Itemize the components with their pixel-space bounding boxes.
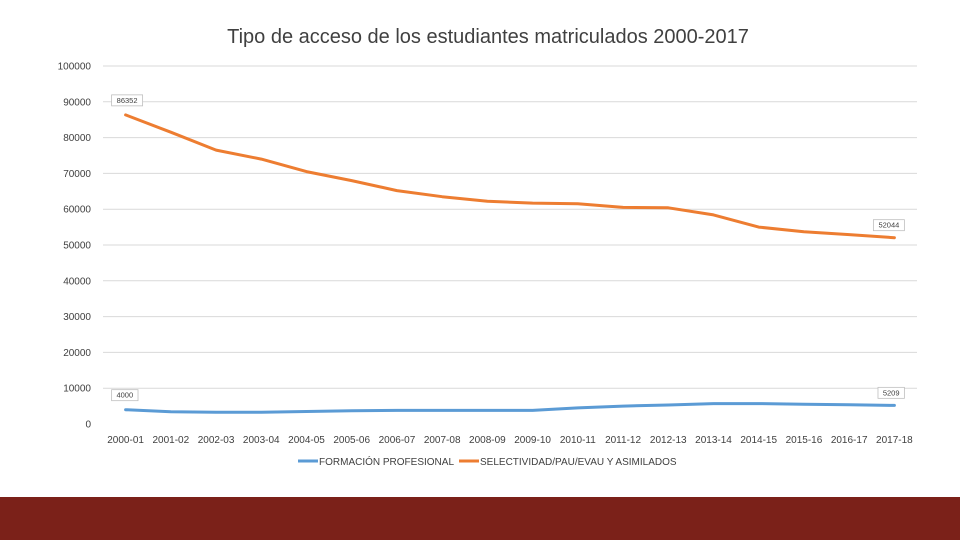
x-tick-label: 2003-04 (243, 435, 280, 446)
gridlines (103, 65, 917, 389)
x-tick-label: 2002-03 (198, 435, 235, 446)
y-tick-label: 50000 (63, 241, 91, 252)
x-tick-label: 2008-09 (469, 435, 506, 446)
x-tick-label: 2005-06 (333, 435, 370, 446)
x-tick-label: 2007-08 (424, 435, 461, 446)
x-tick-label: 2015-16 (786, 435, 823, 446)
data-label: 86352 (117, 96, 138, 105)
y-tick-label: 30000 (63, 312, 91, 323)
data-label-box (111, 94, 144, 107)
x-tick-label: 2012-13 (650, 435, 687, 446)
legend-label: FORMACIÓN PROFESIONAL (319, 455, 454, 468)
x-tick-label: 2006-07 (379, 435, 416, 446)
data-label: 4000 (116, 391, 133, 400)
series-line-1 (124, 113, 896, 240)
series-lines (124, 113, 896, 414)
x-tick-label: 2016-17 (831, 435, 868, 446)
data-label-box (872, 219, 905, 232)
y-tick-label: 0 (85, 420, 91, 431)
y-tick-label: 70000 (63, 169, 91, 180)
line-chart: 0 10000 20000 30000 40000 50000 60000 70000 8000… (58, 62, 917, 468)
data-label-box (111, 389, 139, 402)
y-tick-label: 10000 (63, 384, 91, 395)
y-tick-label: 60000 (63, 205, 91, 216)
footer-band (0, 497, 960, 540)
x-tick-label: 2004-05 (288, 435, 325, 446)
x-tick-label: 2011-12 (605, 435, 641, 446)
x-tick-label: 2017-18 (876, 435, 913, 446)
x-tick-label: 2001-02 (152, 435, 189, 446)
x-axis-ticks: 2000-01 2001-02 2002-03 2003-04 2004-05 2005-… (107, 435, 913, 446)
x-tick-label: 2000-01 (107, 435, 144, 446)
data-labels: 4000 5209 86352 52044 (111, 94, 905, 402)
x-tick-label: 2010-11 (560, 435, 596, 446)
data-label-box (877, 386, 905, 399)
y-tick-label: 80000 (63, 133, 91, 144)
data-label: 52044 (878, 221, 899, 230)
y-axis-ticks: 0 10000 20000 30000 40000 50000 60000 70000 8000… (58, 62, 92, 431)
y-tick-label: 90000 (63, 97, 91, 108)
y-tick-label: 40000 (63, 276, 91, 287)
y-tick-label: 20000 (63, 348, 91, 359)
data-label: 5209 (883, 388, 900, 397)
series-line-0 (124, 402, 896, 414)
chart-title: Tipo de acceso de los estudiantes matric… (227, 26, 749, 48)
x-tick-label: 2009-10 (514, 435, 551, 446)
legend: FORMACIÓN PROFESIONAL SELECTIVIDAD/PAU/EV… (298, 455, 677, 468)
y-tick-label: 100000 (58, 62, 92, 73)
x-tick-label: 2014-15 (740, 435, 777, 446)
legend-label: SELECTIVIDAD/PAU/EVAU Y ASIMILADOS (480, 457, 677, 468)
x-tick-label: 2013-14 (695, 435, 732, 446)
